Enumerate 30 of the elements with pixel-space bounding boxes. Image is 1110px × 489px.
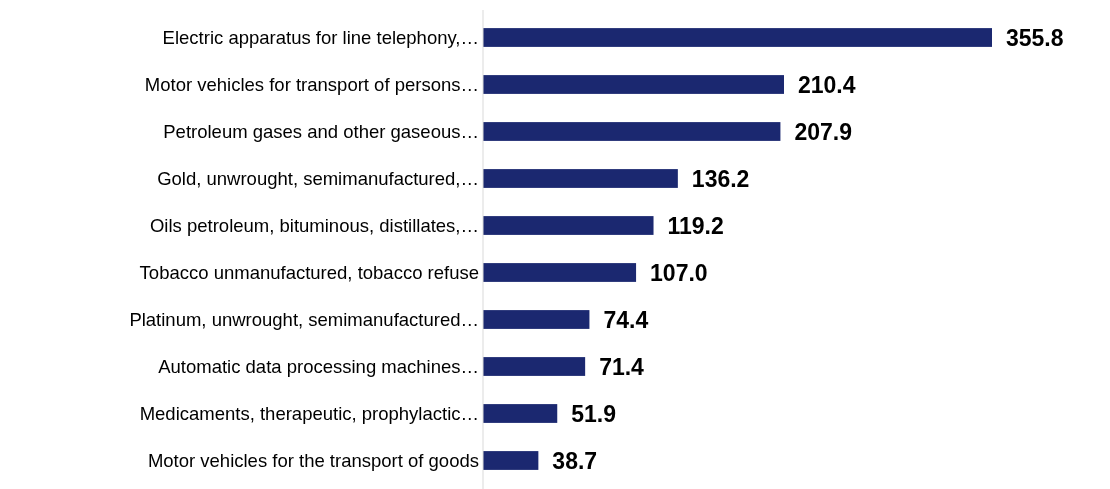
- y-tick-label: Automatic data processing machines…: [158, 355, 479, 377]
- y-tick-label: Motor vehicles for the transport of goods: [147, 449, 479, 471]
- bar: [483, 357, 586, 376]
- data-label: 210.4: [797, 72, 856, 99]
- bar: [483, 451, 539, 470]
- bar: [483, 263, 637, 282]
- y-tick-label: Gold, unwrought, semimanufactured,…: [157, 167, 479, 189]
- data-label: 119.2: [667, 213, 724, 240]
- data-label: 107.0: [650, 260, 708, 287]
- bar: [483, 169, 678, 188]
- data-label: 51.9: [571, 401, 617, 428]
- bar: [483, 404, 558, 423]
- y-tick-label: Oils petroleum, bituminous, distillates,…: [149, 214, 479, 236]
- bar: [483, 75, 784, 94]
- bar: [483, 122, 781, 141]
- y-tick-label: Electric apparatus for line telephony,…: [162, 26, 479, 48]
- y-tick-label: Petroleum gases and other gaseous…: [163, 120, 479, 142]
- y-tick-label: Tobacco unmanufactured, tobacco refuse: [139, 261, 479, 283]
- y-tick-label: Motor vehicles for transport of persons…: [144, 73, 479, 95]
- data-label: 38.7: [552, 448, 598, 475]
- data-label: 355.8: [1006, 25, 1064, 52]
- bar: [483, 310, 590, 329]
- bar: [483, 216, 654, 235]
- y-tick-label: Platinum, unwrought, semimanufactured…: [129, 308, 479, 330]
- data-label: 71.4: [599, 354, 645, 381]
- bar: [483, 28, 992, 47]
- data-label: 207.9: [794, 119, 852, 146]
- y-tick-label: Medicaments, therapeutic, prophylactic…: [139, 402, 479, 424]
- data-label: 136.2: [691, 166, 750, 193]
- data-label: 74.4: [603, 307, 649, 334]
